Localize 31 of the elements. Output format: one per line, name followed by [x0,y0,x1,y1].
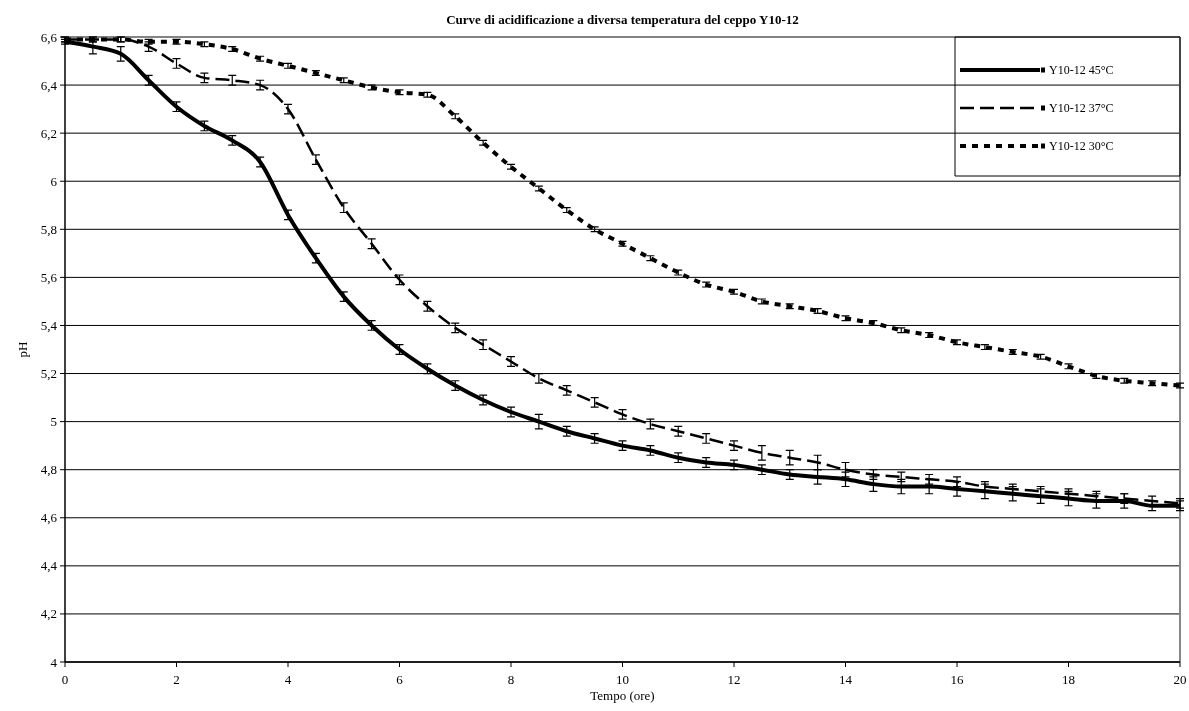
y-tick-label: 5 [50,414,57,430]
y-tick-label: 5,6 [40,269,58,285]
legend-label: Y10-12 45°C [1049,63,1114,78]
chart-title: Curve di acidificazione a diversa temperatura del ceppo Y10-12 [446,12,799,27]
y-tick-label: 5,4 [40,318,58,334]
y-tick-label: 6 [50,173,58,189]
y-tick-label: 6,2 [40,125,57,141]
y-tick-label: 4,4 [40,558,58,574]
x-tick-label: 8 [507,672,515,687]
y-tick-label: 4,2 [40,606,57,622]
x-tick-label: 0 [61,672,69,687]
y-tick-label: 4 [50,654,58,670]
y-axis-title: pH [15,341,30,358]
y-tick-label: 4,8 [40,462,57,478]
x-tick-label: 14 [839,672,853,687]
x-tick-label: 10 [616,672,629,687]
x-axis-title: Tempo (ore) [590,688,655,703]
y-tick-label: 5,8 [40,221,57,237]
x-tick-label: 18 [1062,672,1075,687]
x-tick-label: 16 [950,672,964,687]
x-tick-label: 6 [396,672,404,687]
legend-label: Y10-12 30°C [1049,139,1114,154]
y-tick-label: 6,6 [40,29,58,45]
x-tick-label: 2 [173,672,180,687]
y-tick-label: 5,2 [40,366,57,382]
y-tick-label: 6,4 [40,77,58,93]
x-tick-label: 4 [284,672,292,687]
x-tick-label: 20 [1173,672,1187,687]
y-tick-label: 4,6 [40,510,58,526]
x-tick-label: 12 [727,672,741,687]
legend-label: Y10-12 37°C [1049,101,1114,116]
